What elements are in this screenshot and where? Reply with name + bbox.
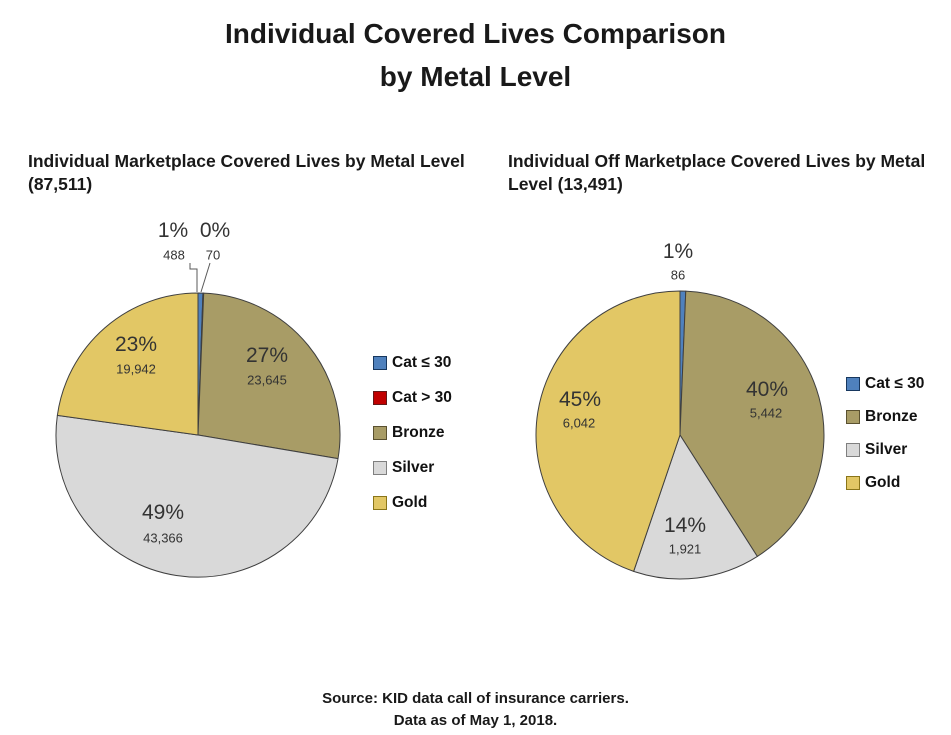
right-silver-percent-label: 14% bbox=[663, 514, 707, 537]
legend-item-silver: Silver bbox=[373, 458, 452, 478]
legend-item-cat-30: Cat ≤ 30 bbox=[373, 353, 452, 373]
legend-label-cat-30: Cat ≤ 30 bbox=[865, 375, 925, 392]
label-leader-line bbox=[200, 262, 211, 293]
left-chart-title: Individual Marketplace Covered Lives by … bbox=[28, 151, 465, 194]
legend-item-cat-30: Cat > 30 bbox=[373, 388, 452, 408]
legend-label-silver: Silver bbox=[865, 441, 908, 458]
left-catgt30-count-label: 70 bbox=[205, 247, 221, 263]
left-catgt30-percent-label: 0% bbox=[199, 219, 231, 242]
legend-item-silver: Silver bbox=[846, 440, 924, 460]
left-catle30-percent-label: 1% bbox=[157, 219, 189, 242]
legend-item-gold: Gold bbox=[846, 473, 924, 493]
legend-item-bronze: Bronze bbox=[846, 407, 924, 427]
legend-item-cat-30: Cat ≤ 30 bbox=[846, 374, 924, 394]
legend-label-bronze: Bronze bbox=[392, 424, 445, 441]
left-bronze-percent-label: 27% bbox=[245, 344, 289, 367]
source-note: Source: KID data call of insurance carri… bbox=[322, 690, 629, 729]
legend-item-bronze: Bronze bbox=[373, 423, 452, 443]
legend-swatch-bronze bbox=[373, 426, 387, 440]
right-gold-percent-label: 45% bbox=[558, 388, 602, 411]
legend-swatch-silver bbox=[846, 443, 860, 457]
right-legend: Cat ≤ 30 Bronze Silver Gold bbox=[846, 374, 924, 493]
legend-swatch-bronze bbox=[846, 410, 860, 424]
legend-swatch-gold bbox=[373, 496, 387, 510]
label-leader-line bbox=[189, 263, 198, 292]
right-gold-count-label: 6,042 bbox=[562, 415, 596, 431]
legend-swatch-cat-30 bbox=[373, 391, 387, 405]
pie-slice-gold bbox=[56, 292, 199, 436]
legend-item-gold: Gold bbox=[373, 493, 452, 513]
legend-label-cat-30: Cat > 30 bbox=[392, 389, 452, 406]
right-silver-count-label: 1,921 bbox=[668, 541, 702, 557]
pie-slice-silver bbox=[55, 414, 339, 578]
legend-swatch-silver bbox=[373, 461, 387, 475]
right-bronze-percent-label: 40% bbox=[745, 378, 789, 401]
right-bronze-count-label: 5,442 bbox=[749, 405, 783, 421]
legend-swatch-cat-30 bbox=[373, 356, 387, 370]
left-legend: Cat ≤ 30 Cat > 30 Bronze Silver Gold bbox=[373, 353, 452, 513]
right-pie-chart bbox=[535, 290, 825, 580]
legend-swatch-cat-30 bbox=[846, 377, 860, 391]
pie-slice-silver bbox=[633, 434, 758, 580]
legend-label-cat-30: Cat ≤ 30 bbox=[392, 354, 452, 371]
legend-swatch-gold bbox=[846, 476, 860, 490]
left-gold-percent-label: 23% bbox=[114, 333, 158, 356]
left-pie-chart bbox=[55, 262, 341, 578]
left-catle30-count-label: 488 bbox=[163, 247, 185, 263]
right-catle30-count-label: 86 bbox=[670, 267, 686, 283]
left-silver-count-label: 43,366 bbox=[143, 530, 183, 546]
left-bronze-count-label: 23,645 bbox=[247, 372, 287, 388]
left-silver-percent-label: 49% bbox=[141, 501, 185, 524]
legend-label-gold: Gold bbox=[392, 494, 428, 511]
legend-label-silver: Silver bbox=[392, 459, 435, 476]
legend-label-gold: Gold bbox=[865, 474, 901, 491]
pie-slice-gold bbox=[535, 290, 681, 572]
left-gold-count-label: 19,942 bbox=[116, 361, 156, 377]
legend-label-bronze: Bronze bbox=[865, 408, 918, 425]
page-title: Individual Covered Lives Comparison by M… bbox=[224, 18, 726, 92]
right-catle30-percent-label: 1% bbox=[662, 240, 694, 263]
pie-slice-bronze bbox=[679, 290, 825, 557]
pie-slice-bronze bbox=[197, 292, 341, 460]
right-chart-title: Individual Off Marketplace Covered Lives… bbox=[508, 151, 926, 194]
